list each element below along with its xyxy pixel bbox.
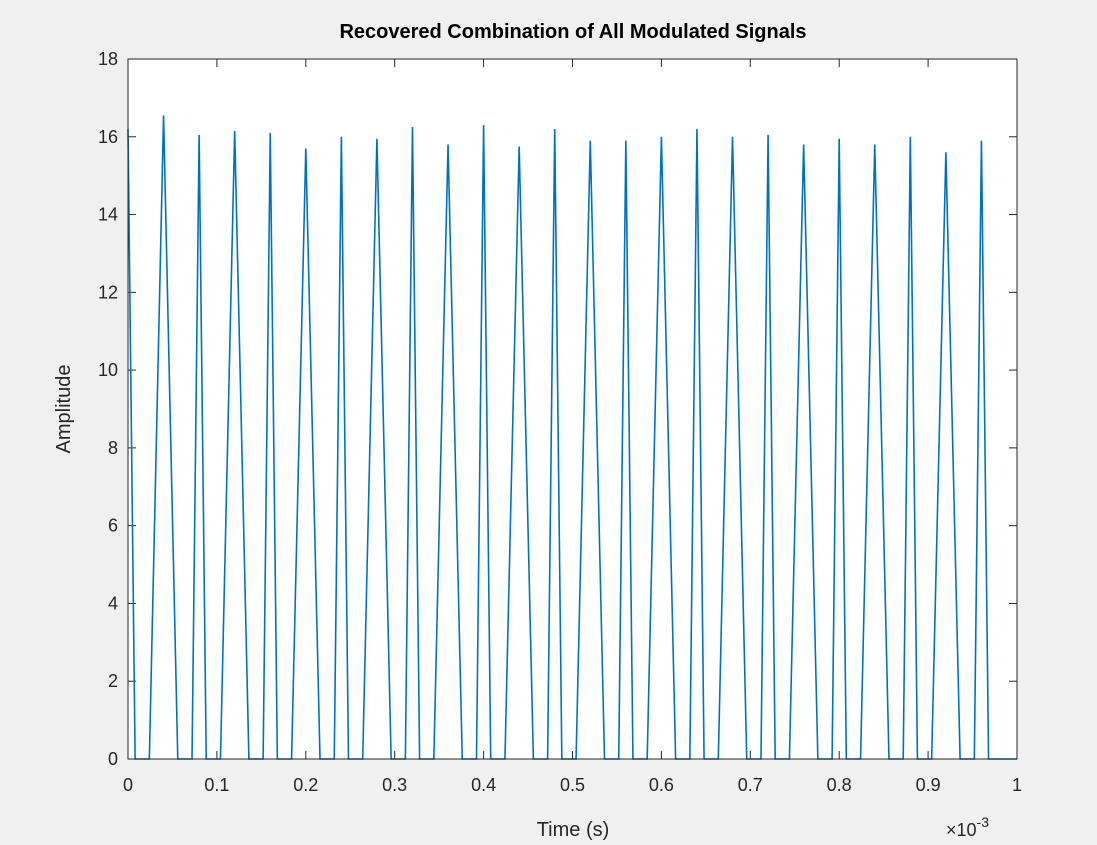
plot-area	[128, 59, 1017, 759]
x-exponent-label: ×10-3	[946, 814, 989, 840]
y-tick-label: 8	[108, 438, 118, 458]
y-tick-label: 0	[108, 749, 118, 769]
plot-frame	[127, 58, 1018, 760]
x-tick-label: 0.3	[382, 775, 407, 795]
x-tick-label: 0.9	[916, 775, 941, 795]
chart-title: Recovered Combination of All Modulated S…	[339, 21, 806, 43]
x-tick-label: 0.2	[293, 775, 318, 795]
y-tick-label: 18	[98, 49, 118, 69]
x-exponent-power: -3	[977, 814, 990, 830]
y-tick-label: 14	[98, 205, 118, 225]
y-tick-labels: 0 2 4 6 8 10 12 14 16 18	[98, 49, 118, 769]
x-tick-label: 0.1	[204, 775, 229, 795]
y-tick-label: 10	[98, 360, 118, 380]
x-axis-label: Time (s)	[537, 819, 610, 841]
y-tick-label: 4	[108, 593, 118, 613]
x-tick-labels: 0 0.1 0.2 0.3 0.4 0.5 0.6 0.7 0.8 0.9 1	[123, 775, 1022, 795]
x-exponent-base: ×10	[946, 820, 977, 840]
y-axis-label: Amplitude	[53, 365, 75, 454]
y-tick-label: 2	[108, 671, 118, 691]
y-tick-label: 12	[98, 282, 118, 302]
x-tick-label: 0.5	[560, 775, 585, 795]
x-tick-label: 0.8	[827, 775, 852, 795]
y-tick-label: 6	[108, 516, 118, 536]
x-tick-label: 0.4	[471, 775, 496, 795]
y-tick-label: 16	[98, 127, 118, 147]
x-tick-label: 0	[123, 775, 133, 795]
x-tick-label: 0.6	[649, 775, 674, 795]
x-tick-label: 0.7	[738, 775, 763, 795]
x-tick-label: 1	[1012, 775, 1022, 795]
